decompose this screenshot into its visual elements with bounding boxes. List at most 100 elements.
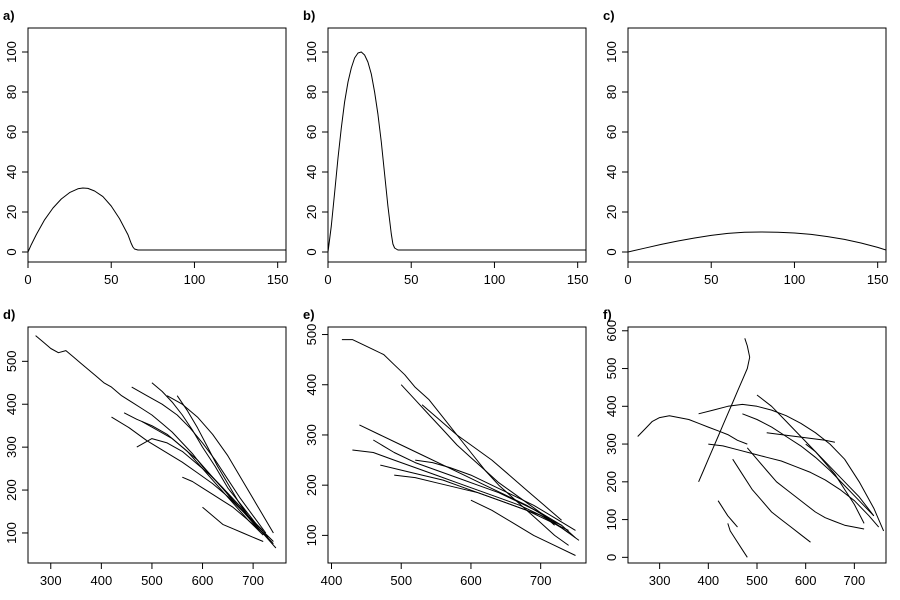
y-tick-label: 600: [604, 320, 619, 342]
plot-frame: [627, 27, 887, 263]
series-line-8: [746, 447, 865, 530]
y-tick-label: 20: [604, 205, 619, 219]
series-line-9: [141, 420, 264, 536]
y-tick-label: 0: [4, 248, 19, 255]
panel-label: e): [303, 307, 315, 322]
x-tick-label: 700: [242, 573, 264, 588]
y-tick-label: 60: [4, 125, 19, 139]
series-line-6: [394, 474, 576, 539]
y-tick-label: 40: [604, 165, 619, 179]
y-tick-label: 500: [304, 324, 319, 346]
x-tick-label: 600: [460, 573, 482, 588]
series-line-9: [732, 458, 811, 543]
plot-frame: [27, 27, 287, 263]
y-tick-label: 0: [304, 248, 319, 255]
x-tick-label: 400: [321, 573, 343, 588]
y-tick-label: 60: [304, 125, 319, 139]
series-line-3: [131, 386, 267, 534]
y-tick-label: 40: [4, 165, 19, 179]
x-tick-label: 600: [192, 573, 214, 588]
y-tick-label: 300: [4, 436, 19, 458]
panel-4: d) 300 400 500 600 700 100 200 300 400 500: [3, 307, 287, 588]
x-tick-label: 50: [104, 272, 118, 287]
y-tick-label: 80: [4, 85, 19, 99]
y-tick-label: 100: [604, 509, 619, 531]
series-line-5: [380, 464, 569, 531]
series-line-1: [28, 187, 286, 253]
y-tick-label: 400: [4, 393, 19, 415]
plot-frame: [327, 27, 587, 263]
y-tick-label: 100: [304, 41, 319, 63]
series-line-9: [415, 459, 576, 531]
x-tick-label: 100: [184, 272, 206, 287]
panel-label: a): [3, 8, 15, 23]
x-tick-label: 150: [567, 272, 589, 287]
plot-frame: [627, 326, 887, 564]
series-line-1: [328, 51, 586, 253]
series-line-3: [359, 424, 569, 534]
y-tick-label: 20: [4, 205, 19, 219]
y-tick-label: 400: [604, 395, 619, 417]
series-line-4: [373, 439, 562, 526]
panel-5: e) 400 500 600 700 100 200 300 400 500: [303, 307, 587, 588]
x-tick-label: 600: [795, 573, 817, 588]
x-tick-label: 500: [390, 573, 412, 588]
series-line-3: [698, 403, 885, 532]
series-line-5: [742, 413, 875, 517]
x-tick-label: 500: [746, 573, 768, 588]
series-line-6: [111, 416, 274, 542]
x-tick-label: 400: [697, 573, 719, 588]
series-line-1: [637, 415, 748, 445]
y-tick-label: 200: [4, 479, 19, 501]
series-line-10: [182, 476, 274, 545]
x-tick-label: 500: [141, 573, 163, 588]
x-tick-label: 100: [784, 272, 806, 287]
x-tick-label: 300: [40, 573, 62, 588]
x-tick-label: 0: [324, 272, 331, 287]
x-tick-label: 700: [844, 573, 866, 588]
series-line-10: [727, 523, 748, 558]
y-tick-label: 100: [4, 41, 19, 63]
panel-1: a) 0 50 100 150 0 20 40 60 80 100: [3, 8, 289, 287]
series-line-10: [470, 499, 576, 556]
panel-label: d): [3, 307, 15, 322]
y-tick-label: 80: [604, 85, 619, 99]
series-line-2: [698, 338, 751, 482]
panel-2: b) 0 50 100 150 0 20 40 60 80 100: [303, 8, 589, 287]
x-tick-label: 50: [704, 272, 718, 287]
series-line-11: [202, 506, 264, 542]
panel-label: f): [603, 307, 612, 322]
plot-frame: [27, 326, 287, 564]
series-line-8: [421, 404, 562, 521]
y-tick-label: 20: [304, 205, 319, 219]
plot-frame: [327, 326, 587, 564]
x-tick-label: 100: [484, 272, 506, 287]
y-tick-label: 500: [604, 358, 619, 380]
panel-label: c): [603, 8, 615, 23]
y-tick-label: 0: [604, 248, 619, 255]
series-line-1: [628, 231, 886, 253]
x-tick-label: 50: [404, 272, 418, 287]
y-tick-label: 200: [604, 471, 619, 493]
series-line-11: [717, 500, 738, 528]
y-tick-label: 0: [604, 554, 619, 561]
series-line-4: [151, 382, 259, 527]
x-tick-label: 300: [649, 573, 671, 588]
x-tick-label: 0: [624, 272, 631, 287]
series-line-8: [176, 395, 269, 538]
y-tick-label: 100: [304, 525, 319, 547]
series-line-7: [766, 432, 835, 443]
x-tick-label: 0: [24, 272, 31, 287]
panel-6: f) 300 400 500 600 700 0 100 200 300 400 500 600: [603, 307, 887, 588]
x-tick-label: 150: [267, 272, 289, 287]
series-line-1: [35, 335, 277, 549]
series-line-4: [708, 443, 880, 528]
y-tick-label: 80: [304, 85, 319, 99]
series-line-7: [400, 384, 555, 526]
panel-3: c) 0 50 100 150 0 20 40 60 80 100: [603, 8, 889, 287]
y-tick-label: 100: [4, 522, 19, 544]
y-tick-label: 40: [304, 165, 319, 179]
y-tick-label: 300: [604, 433, 619, 455]
series-line-12: [805, 443, 865, 524]
